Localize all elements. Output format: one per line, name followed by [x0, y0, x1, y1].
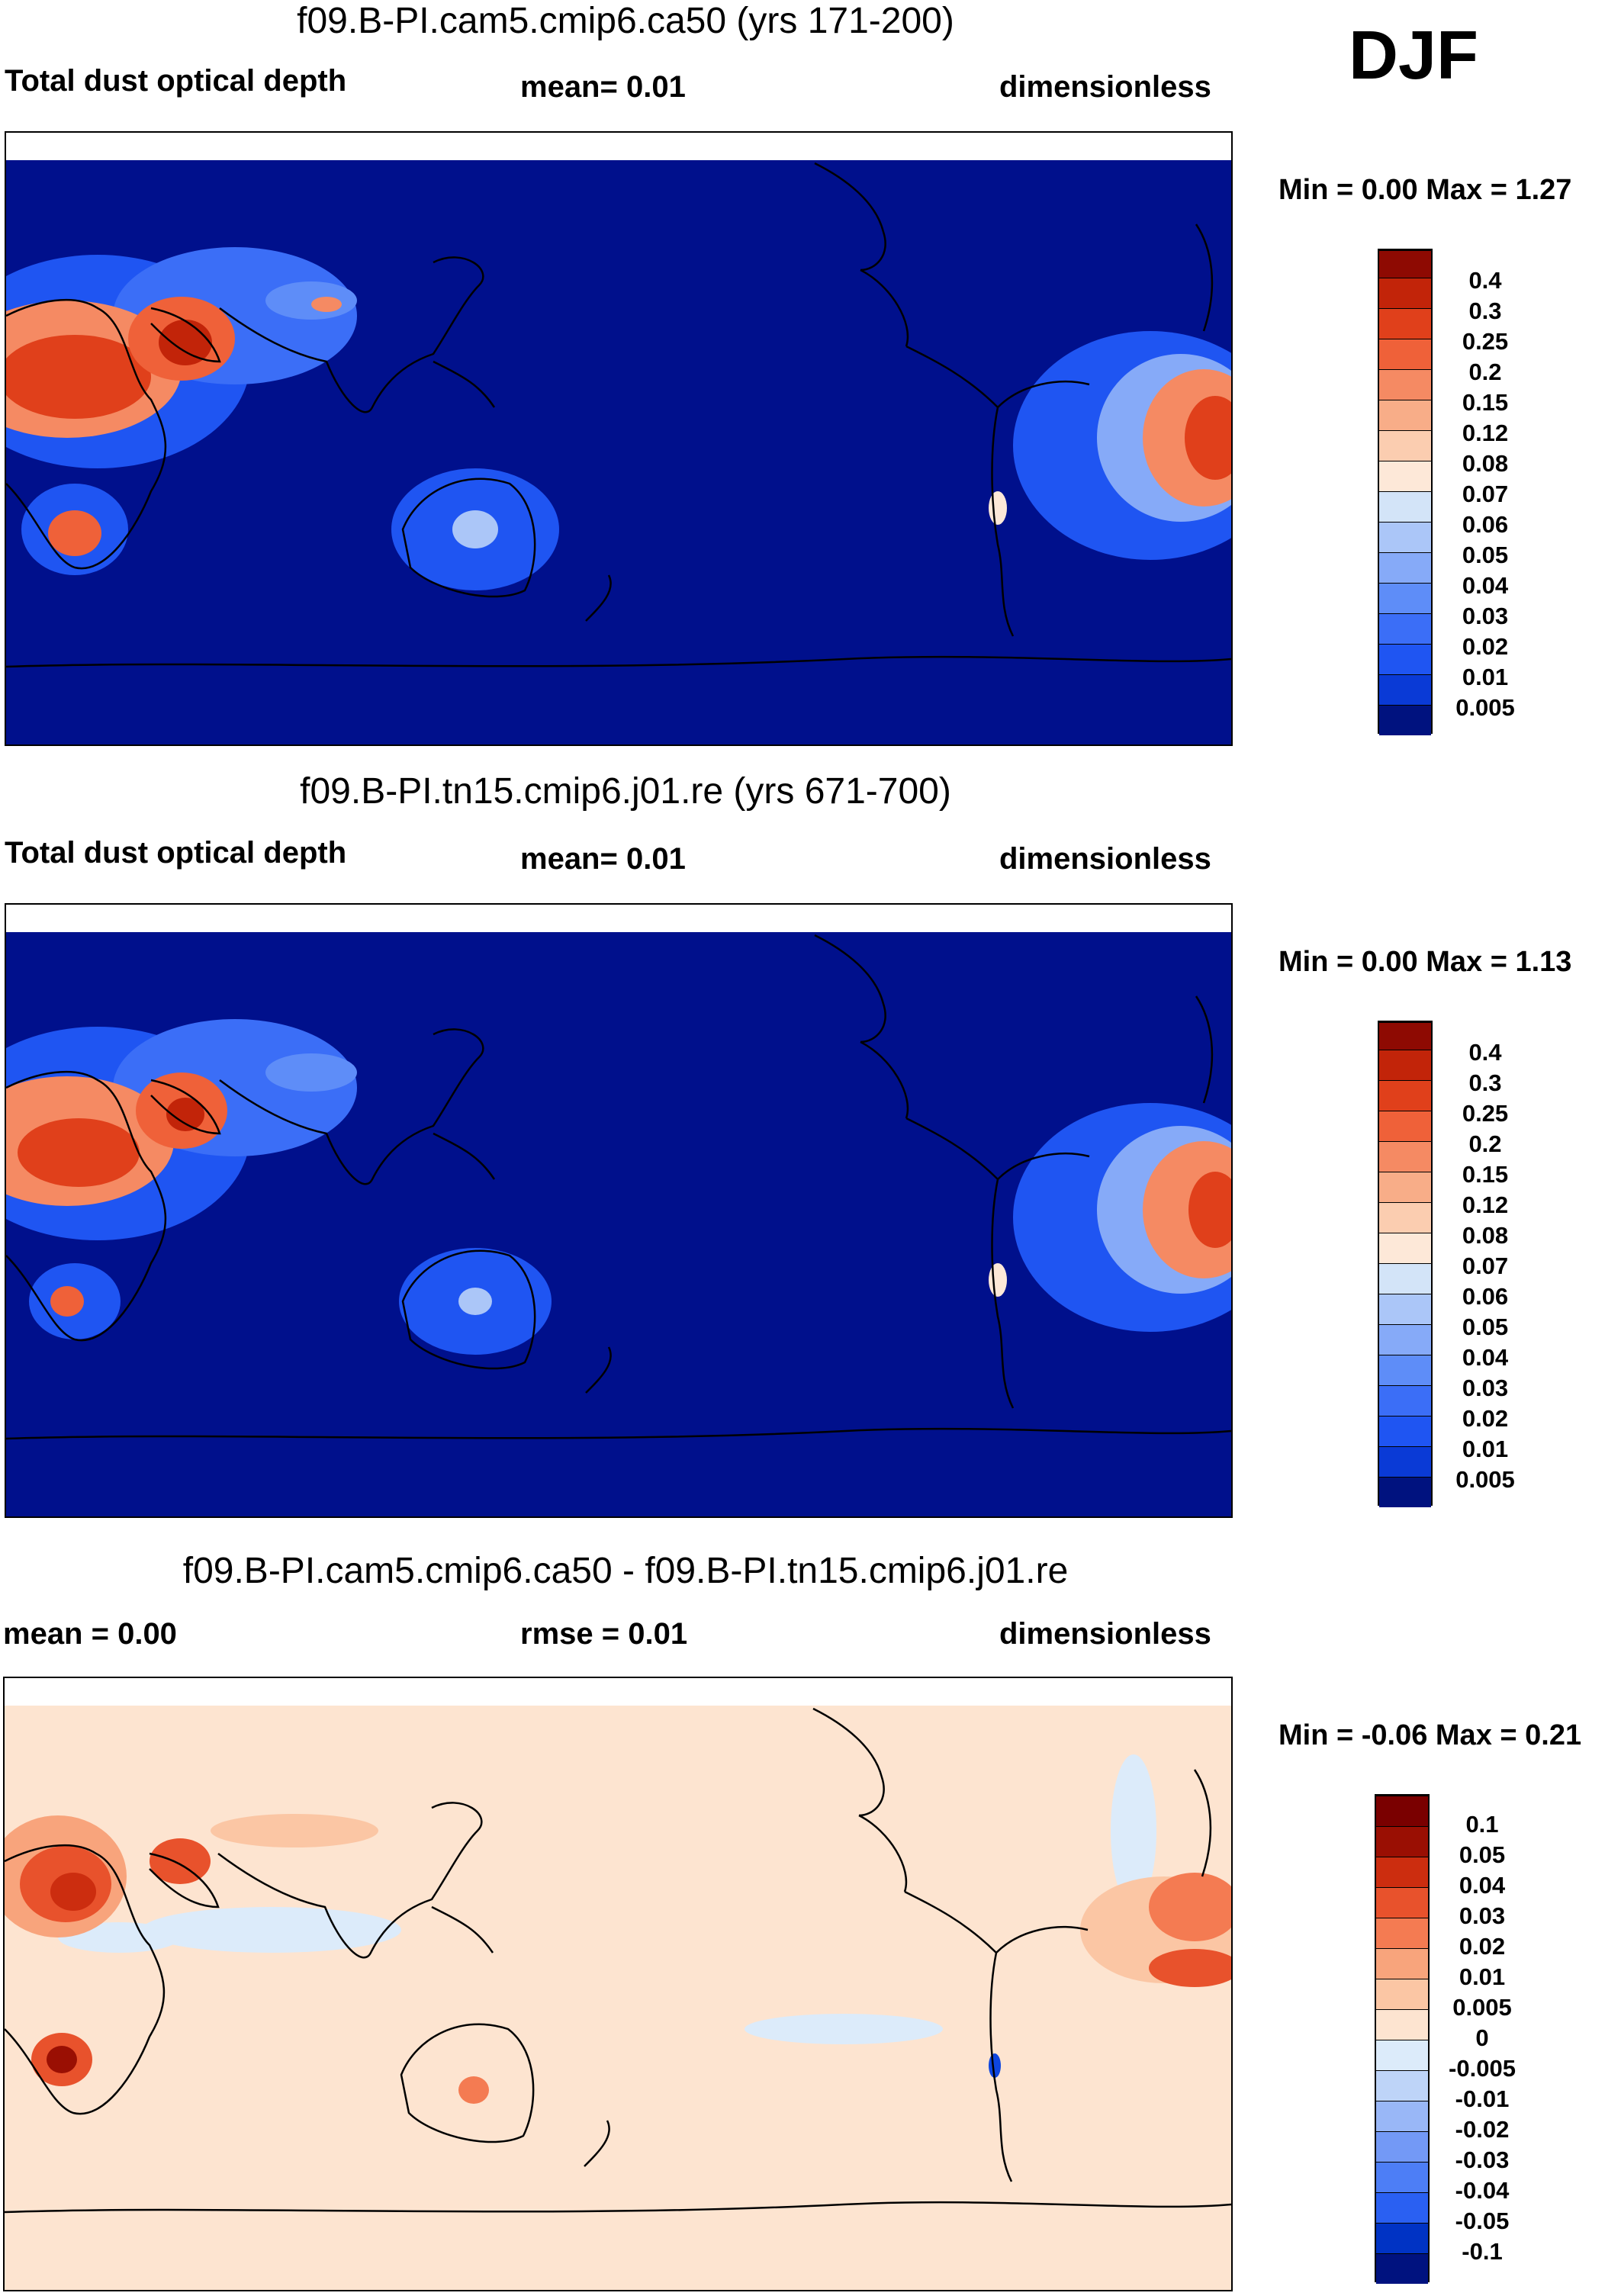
panel-2-map	[5, 903, 1233, 1518]
panel-2-variable-label: Total dust optical depth	[5, 836, 347, 870]
colorbar-tick: 0.25	[1462, 1100, 1509, 1127]
panel-1-mean-label: mean= 0.01	[520, 70, 686, 104]
colorbar-tick: 0.3	[1468, 1069, 1502, 1096]
colorbar-tick: 0.01	[1462, 1436, 1509, 1462]
colorbar-tick: 0.05	[1462, 542, 1509, 568]
panel-3-units-label: dimensionless	[999, 1617, 1211, 1651]
colorbar-tick: 0.005	[1455, 1466, 1515, 1493]
colorbar-tick: -0.05	[1455, 2208, 1510, 2234]
colorbar-tick: 0.1	[1465, 1811, 1499, 1838]
panel-1-variable-label: Total dust optical depth	[5, 64, 347, 98]
colorbar-tick: 0	[1475, 2024, 1489, 2051]
panel-3-title: f09.B-PI.cam5.cmip6.ca50 - f09.B-PI.tn15…	[182, 1551, 1069, 1591]
colorbar-tick: 0.02	[1462, 633, 1509, 660]
colorbar-tick: 0.03	[1462, 603, 1509, 629]
season-label: DJF	[1349, 18, 1479, 94]
colorbar-tick: 0.05	[1462, 1314, 1509, 1340]
panel-3-mean-label: mean = 0.00	[3, 1617, 177, 1651]
colorbar-tick: 0.06	[1462, 511, 1509, 538]
colorbar-tick: 0.03	[1462, 1375, 1509, 1401]
colorbar-tick: -0.01	[1455, 2085, 1510, 2112]
colorbar-tick: 0.05	[1459, 1841, 1506, 1868]
panel-1-units-label: dimensionless	[999, 70, 1211, 104]
panel-1-minmax: Min = 0.00 Max = 1.27	[1278, 174, 1572, 206]
colorbar-tick: 0.07	[1462, 1253, 1509, 1279]
colorbar-tick: -0.02	[1455, 2116, 1510, 2143]
panel-3-rmse-label: rmse = 0.01	[520, 1617, 688, 1651]
colorbar-tick: 0.15	[1462, 1161, 1509, 1188]
colorbar-tick: 0.02	[1459, 1933, 1506, 1960]
panel-1-colorbar	[1378, 249, 1433, 735]
colorbar-tick: 0.4	[1468, 267, 1502, 294]
panel-1-title: f09.B-PI.cam5.cmip6.ca50 (yrs 171-200)	[297, 1, 954, 41]
colorbar-tick: 0.08	[1462, 450, 1509, 477]
colorbar-tick: 0.04	[1462, 1344, 1509, 1371]
colorbar-tick: 0.08	[1462, 1222, 1509, 1249]
panel-2-title: f09.B-PI.tn15.cmip6.j01.re (yrs 671-700)	[300, 771, 951, 812]
colorbar-tick: 0.005	[1455, 694, 1515, 721]
colorbar-tick: -0.1	[1462, 2238, 1503, 2265]
colorbar-tick: 0.4	[1468, 1039, 1502, 1066]
panel-2-minmax: Min = 0.00 Max = 1.13	[1278, 946, 1572, 978]
colorbar-tick: 0.2	[1468, 1130, 1502, 1157]
colorbar-tick: 0.25	[1462, 328, 1509, 355]
colorbar-tick: 0.01	[1462, 664, 1509, 690]
colorbar-tick: 0.03	[1459, 1902, 1506, 1929]
colorbar-tick: 0.02	[1462, 1405, 1509, 1432]
panel-3-minmax: Min = -0.06 Max = 0.21	[1278, 1719, 1582, 1751]
panel-3-colorbar	[1375, 1794, 1430, 2284]
colorbar-tick: 0.005	[1452, 1994, 1512, 2021]
panel-1-map	[5, 131, 1233, 746]
colorbar-tick: 0.06	[1462, 1283, 1509, 1310]
panel-2-colorbar	[1378, 1021, 1433, 1507]
colorbar-tick: 0.01	[1459, 1963, 1506, 1990]
panel-2-units-label: dimensionless	[999, 842, 1211, 876]
colorbar-tick: 0.2	[1468, 359, 1502, 385]
colorbar-tick: -0.04	[1455, 2177, 1510, 2204]
colorbar-tick: 0.15	[1462, 389, 1509, 416]
colorbar-tick: -0.005	[1449, 2055, 1516, 2082]
colorbar-tick: 0.12	[1462, 420, 1509, 446]
colorbar-tick: 0.3	[1468, 297, 1502, 324]
colorbar-tick: 0.04	[1462, 572, 1509, 599]
panel-3-map	[3, 1677, 1233, 2291]
colorbar-tick: 0.04	[1459, 1872, 1506, 1899]
map-background	[5, 1706, 1231, 2290]
colorbar-tick: 0.12	[1462, 1191, 1509, 1218]
colorbar-tick: -0.03	[1455, 2146, 1510, 2173]
colorbar-tick: 0.07	[1462, 481, 1509, 507]
panel-2-mean-label: mean= 0.01	[520, 842, 686, 876]
